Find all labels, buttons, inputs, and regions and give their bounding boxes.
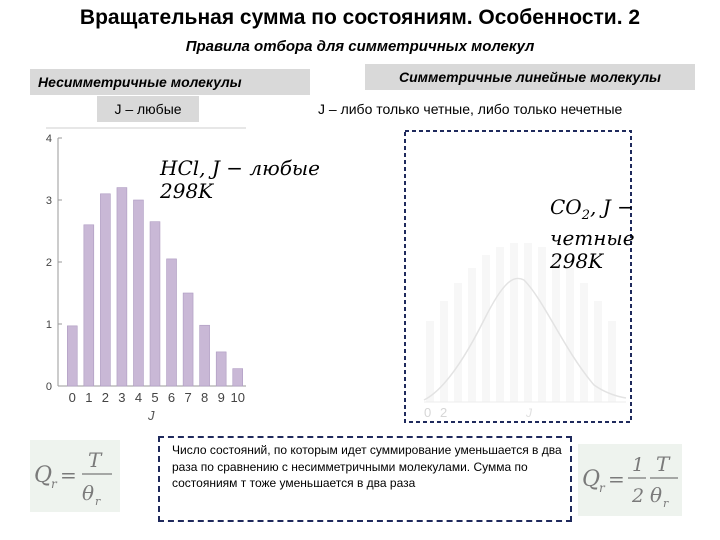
x-tick-label: 0 — [424, 405, 431, 420]
bar-j-5 — [149, 221, 161, 387]
left-subheader: J – любые — [97, 96, 199, 122]
faint-bar — [454, 283, 462, 402]
x-tick-label: 6 — [168, 390, 175, 405]
bar-j-10 — [232, 368, 243, 387]
svg-text:θ: θ — [650, 483, 662, 507]
faint-bar — [538, 247, 546, 402]
faint-bar — [566, 268, 574, 402]
x-tick-label: 10 — [230, 390, 244, 405]
dashed-frame — [404, 130, 632, 423]
y-tick-label: 0 — [46, 381, 52, 393]
hcl-label: HCl, J − любые 298K — [160, 157, 320, 203]
envelope-curve — [423, 277, 627, 401]
x-tick-label: 4 — [135, 390, 142, 405]
co2-subscript: 2 — [581, 208, 590, 223]
x-tick-label: 2 — [102, 390, 109, 405]
x-tick-label: 0 — [69, 390, 76, 405]
hcl-label-line2: 298K — [160, 179, 214, 203]
co2-rule: , J − четные — [550, 195, 635, 250]
svg-text:=: = — [60, 463, 77, 487]
x-tick-label: 1 — [85, 390, 92, 405]
faint-bar — [510, 243, 518, 402]
formula-nonsymmetric: Q r = T θ r — [30, 440, 120, 512]
svg-text:Q: Q — [34, 463, 52, 488]
bar-j-0 — [67, 325, 78, 387]
faint-bar — [608, 321, 616, 402]
faint-bar — [580, 283, 588, 402]
svg-text:r: r — [95, 495, 101, 508]
co2-bar-chart: 0 2 J — [404, 130, 632, 423]
right-subheader: J – либо только четные, либо только нече… — [318, 101, 623, 117]
faint-bar — [496, 247, 504, 402]
bar-j-3 — [116, 187, 128, 387]
bar-j-6 — [166, 258, 177, 387]
svg-text:θ: θ — [82, 481, 94, 505]
slide-subtitle: Правила отбора для симметричных молекул — [185, 38, 535, 55]
right-header: Симметричные линейные молекулы — [365, 64, 695, 90]
svg-text:2: 2 — [631, 485, 644, 507]
y-tick-label: 2 — [46, 257, 52, 269]
x-tick-label: 7 — [184, 390, 191, 405]
y-tick-label: 3 — [46, 195, 52, 207]
hcl-label-line1: HCl, J − любые — [160, 156, 321, 180]
bar-j-4 — [133, 199, 144, 387]
co2-formula: CO — [550, 195, 582, 219]
svg-text:r: r — [599, 481, 606, 495]
x-tick-label: 9 — [218, 390, 225, 405]
x-tick-label: 8 — [201, 390, 208, 405]
svg-text:T: T — [88, 448, 103, 472]
x-tick-label: 3 — [118, 390, 125, 405]
svg-text:1: 1 — [632, 454, 644, 476]
x-axis-label: J — [525, 406, 533, 420]
x-tick-label: 5 — [151, 390, 158, 405]
bar-j-2 — [100, 193, 111, 387]
svg-text:r: r — [663, 497, 669, 510]
slide-title: Вращательная сумма по состояниям. Особен… — [79, 6, 641, 29]
faint-bar — [468, 268, 476, 402]
faint-bar — [482, 255, 490, 402]
faint-bar — [524, 243, 532, 402]
svg-text:T: T — [656, 452, 671, 476]
svg-text:r: r — [51, 477, 58, 491]
y-tick-label: 1 — [46, 319, 52, 331]
co2-label: CO2, J − четные 298K — [550, 196, 720, 273]
svg-text:Q: Q — [582, 467, 600, 492]
left-header: Несимметричные молекулы — [30, 69, 310, 95]
svg-text:=: = — [608, 467, 625, 491]
co2-temp: 298K — [550, 249, 604, 273]
faint-bar — [440, 301, 448, 402]
faint-bar — [426, 321, 434, 402]
info-box: Число состояний, по которым идет суммиро… — [158, 436, 572, 522]
bar-j-8 — [199, 324, 210, 387]
x-axis-label: J — [147, 408, 155, 423]
bar-j-7 — [182, 292, 194, 387]
y-tick-label: 4 — [46, 133, 52, 145]
x-tick-label: 2 — [440, 405, 447, 420]
bar-j-9 — [215, 351, 227, 387]
faint-bar — [594, 301, 602, 402]
bar-j-1 — [83, 224, 95, 387]
formula-symmetric: Q r = 1 2 T θ r — [578, 444, 682, 516]
